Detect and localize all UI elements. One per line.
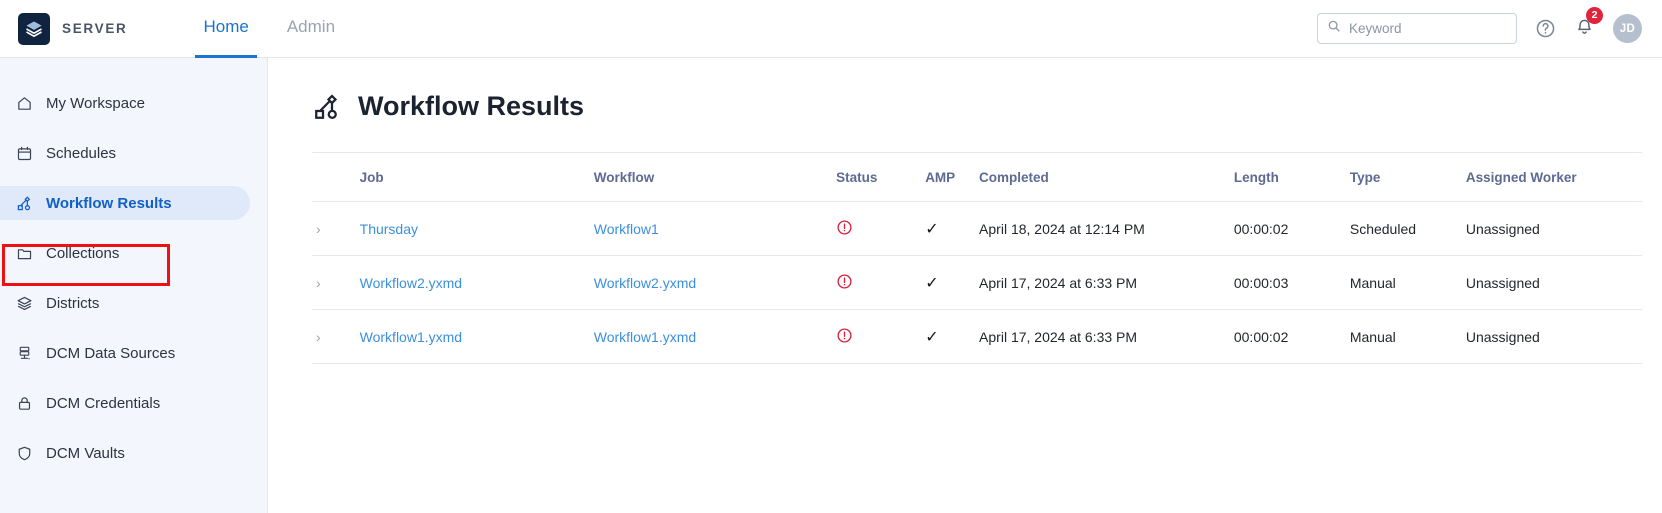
row-expander-icon[interactable]: › [316, 275, 321, 291]
bell-icon [1574, 16, 1595, 42]
row-expander-icon[interactable]: › [316, 221, 321, 237]
type-cell: Scheduled [1349, 201, 1466, 256]
workflow-link[interactable]: Workflow1 [593, 221, 659, 237]
nav-tab-admin[interactable]: Admin [286, 17, 336, 36]
error-circle-icon [836, 327, 853, 344]
sidebar-item-label: Collections [46, 244, 120, 262]
avatar[interactable]: JD [1613, 14, 1642, 43]
job-link[interactable]: Thursday [359, 221, 418, 237]
sidebar-item-dcm-credentials[interactable]: DCM Credentials [0, 386, 267, 420]
shield-icon [14, 445, 34, 462]
sidebar-item-schedules[interactable]: Schedules [0, 136, 267, 170]
th-job[interactable]: Job [359, 152, 594, 202]
completed-cell: April 18, 2024 at 12:14 PM [979, 201, 1234, 256]
th-completed[interactable]: Completed [979, 152, 1234, 202]
sidebar-item-label: DCM Vaults [46, 444, 125, 462]
sidebar-item-workflow-results[interactable]: Workflow Results [0, 186, 250, 220]
job-link[interactable]: Workflow1.yxmd [359, 329, 463, 345]
table-header: Job Workflow Status AMP Completed Length… [312, 152, 1642, 202]
th-workflow[interactable]: Workflow [593, 152, 837, 202]
job-link[interactable]: Workflow2.yxmd [359, 275, 463, 291]
th-length[interactable]: Length [1233, 152, 1350, 202]
table-row[interactable]: › Thursday Workflow1 ✓ April 18, 2024 at… [312, 201, 1642, 256]
worker-cell: Unassigned [1465, 309, 1642, 364]
help-circle-icon[interactable] [1535, 18, 1556, 39]
table-body: › Thursday Workflow1 ✓ April 18, 2024 at… [312, 201, 1642, 364]
main-content: Workflow Results Job Workflow Status AMP… [268, 58, 1662, 513]
notification-badge: 2 [1586, 6, 1603, 24]
search-icon [1327, 19, 1341, 38]
sidebar-item-dcm-data-sources[interactable]: DCM Data Sources [0, 336, 267, 370]
th-assigned-worker[interactable]: Assigned Worker [1465, 152, 1642, 202]
workflow-link[interactable]: Workflow2.yxmd [593, 275, 697, 291]
check-icon: ✓ [925, 275, 939, 292]
error-circle-icon [836, 219, 853, 236]
length-cell: 00:00:02 [1233, 309, 1350, 364]
top-bar: SERVER Home Admin Keyword [0, 0, 1662, 58]
brand[interactable]: SERVER [18, 12, 128, 45]
table-row[interactable]: › Workflow2.yxmd Workflow2.yxmd ✓ April … [312, 255, 1642, 310]
sidebar: My Workspace Schedules Workflow Results [0, 58, 268, 513]
table-header-row: Job Workflow Status AMP Completed Length… [312, 152, 1642, 202]
nav-tab-home[interactable]: Home [195, 0, 257, 58]
workflow-icon [312, 92, 342, 122]
length-cell: 00:00:02 [1233, 201, 1350, 256]
workflow-link[interactable]: Workflow1.yxmd [593, 329, 697, 345]
worker-cell: Unassigned [1465, 201, 1642, 256]
type-cell: Manual [1349, 309, 1466, 364]
error-circle-icon [836, 273, 853, 290]
check-icon: ✓ [925, 221, 939, 238]
sidebar-item-label: Districts [46, 294, 100, 312]
sidebar-item-label: Workflow Results [46, 194, 172, 212]
th-type[interactable]: Type [1349, 152, 1466, 202]
calendar-icon [14, 145, 34, 162]
check-icon: ✓ [925, 329, 939, 346]
search-input[interactable]: Keyword [1349, 21, 1402, 36]
database-icon [14, 345, 34, 362]
search-box[interactable]: Keyword [1317, 13, 1517, 44]
layers-stack-icon [18, 12, 50, 45]
th-status[interactable]: Status [836, 152, 926, 202]
type-cell: Manual [1349, 255, 1466, 310]
completed-cell: April 17, 2024 at 6:33 PM [979, 309, 1234, 364]
top-bar-actions: Keyword 2 JD [1317, 6, 1642, 44]
workflow-results-table: Job Workflow Status AMP Completed Length… [312, 152, 1642, 364]
sidebar-item-dcm-vaults[interactable]: DCM Vaults [0, 436, 267, 470]
length-cell: 00:00:03 [1233, 255, 1350, 310]
layers-icon [14, 295, 34, 312]
sidebar-item-my-workspace[interactable]: My Workspace [0, 86, 267, 120]
sidebar-item-label: DCM Data Sources [46, 344, 176, 362]
workflow-icon [14, 195, 34, 212]
table-row[interactable]: › Workflow1.yxmd Workflow1.yxmd ✓ April … [312, 309, 1642, 364]
brand-name: SERVER [62, 21, 128, 36]
sidebar-item-label: Schedules [46, 144, 117, 162]
lock-icon [14, 395, 34, 412]
th-expander [312, 152, 360, 202]
th-amp[interactable]: AMP [925, 152, 980, 202]
sidebar-item-label: DCM Credentials [46, 394, 161, 412]
sidebar-item-districts[interactable]: Districts [0, 286, 267, 320]
sidebar-item-collections[interactable]: Collections [0, 236, 267, 270]
page-header: Workflow Results [312, 91, 1662, 122]
folder-icon [14, 245, 34, 262]
completed-cell: April 17, 2024 at 6:33 PM [979, 255, 1234, 310]
notifications-bell[interactable]: 2 [1574, 6, 1603, 42]
sidebar-item-label: My Workspace [46, 94, 145, 112]
main-nav: Home Admin [195, 0, 365, 58]
worker-cell: Unassigned [1465, 255, 1642, 310]
home-icon [14, 95, 34, 112]
row-expander-icon[interactable]: › [316, 329, 321, 345]
page-title: Workflow Results [358, 91, 585, 121]
